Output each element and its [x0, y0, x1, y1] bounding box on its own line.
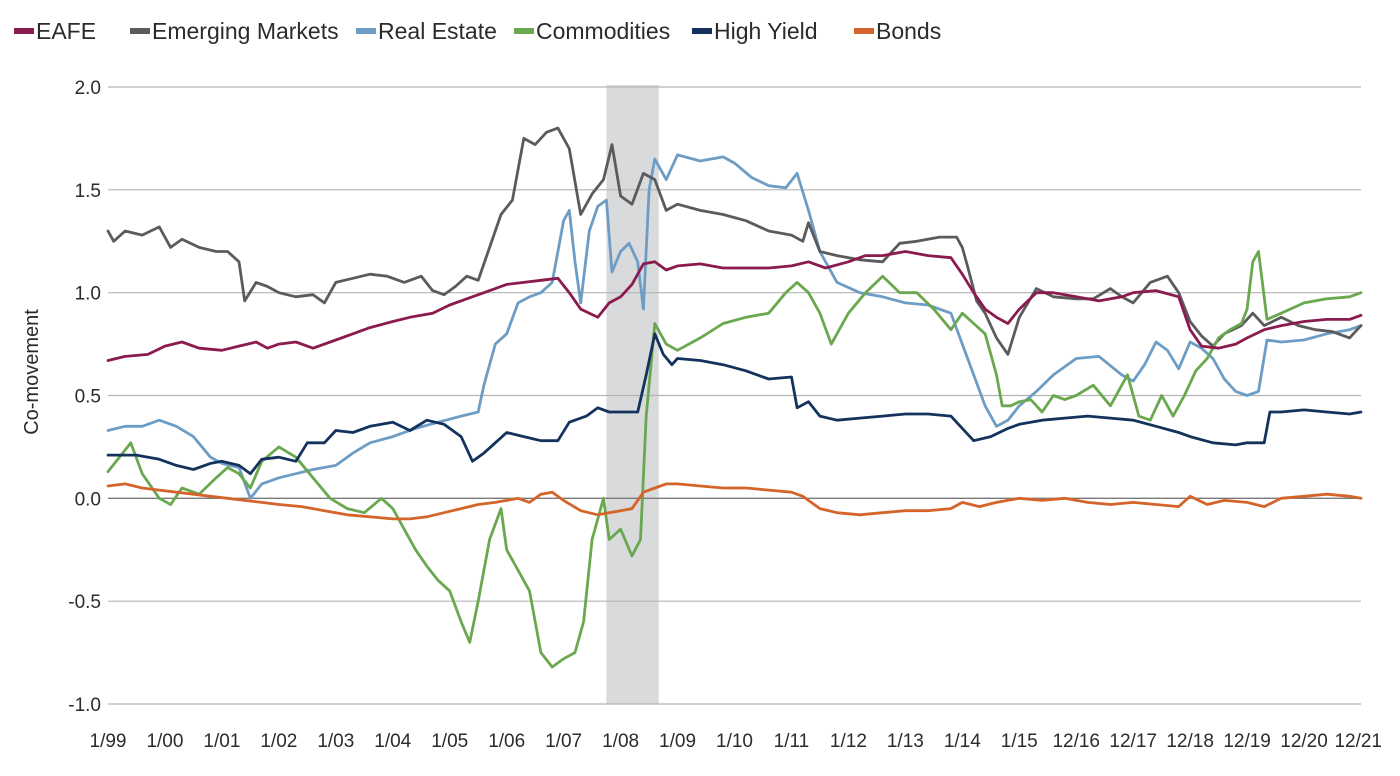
series-line-bonds	[106, 482, 1363, 521]
legend-swatch	[692, 28, 712, 34]
series-line-emerging-markets	[106, 126, 1363, 356]
x-tick-label: 1/03	[317, 731, 354, 752]
x-tick-label: 1/14	[944, 731, 981, 752]
x-tick-label: 1/01	[203, 731, 240, 752]
y-axis: 2.0 1.5 1.0 0.5 0.0 -0.5 -1.0	[68, 78, 101, 716]
x-tick-label: 1/99	[90, 731, 127, 752]
legend-item-commodities: Commodities	[514, 18, 670, 44]
x-tick-label: 12/21	[1334, 731, 1382, 752]
legend-swatch	[514, 28, 534, 34]
y-tick-label: -0.5	[68, 592, 101, 613]
legend-swatch	[356, 28, 376, 34]
legend-item-real-estate: Real Estate	[356, 18, 497, 44]
legend-swatch	[14, 28, 34, 34]
x-tick-label: 12/19	[1223, 731, 1271, 752]
legend-item-high-yield: High Yield	[692, 18, 818, 44]
x-tick-label: 1/09	[659, 731, 696, 752]
x-tick-label: 1/02	[260, 731, 297, 752]
series-line-eafe	[106, 250, 1363, 362]
x-tick-label: 12/16	[1052, 731, 1100, 752]
y-axis-title: Co-movement	[21, 309, 43, 435]
y-tick-label: -1.0	[68, 695, 101, 716]
x-tick-label: 1/15	[1001, 731, 1038, 752]
x-tick-label: 1/13	[887, 731, 924, 752]
series-line-commodities	[106, 250, 1363, 669]
gridlines	[108, 86, 1361, 705]
y-tick-label: 1.0	[75, 284, 101, 305]
legend-item-emerging-markets: Emerging Markets	[130, 18, 339, 44]
y-tick-label: 1.5	[75, 181, 101, 202]
legend-item-bonds: Bonds	[854, 18, 941, 44]
x-tick-label: 1/06	[488, 731, 525, 752]
x-tick-label: 1/04	[374, 731, 411, 752]
x-tick-label: 1/10	[716, 731, 753, 752]
x-tick-label: 12/20	[1280, 731, 1328, 752]
x-tick-label: 1/08	[602, 731, 639, 752]
x-tick-label: 1/05	[431, 731, 468, 752]
legend-swatch	[854, 28, 874, 34]
y-tick-label: 0.0	[75, 489, 101, 510]
legend-item-eafe: EAFE	[14, 18, 96, 44]
series-line-real-estate	[106, 153, 1363, 500]
y-tick-label: 0.5	[75, 387, 101, 408]
x-tick-label: 12/18	[1166, 731, 1214, 752]
x-tick-label: 1/11	[774, 731, 810, 752]
x-tick-label: 1/00	[146, 731, 183, 752]
series-line-high-yield	[106, 332, 1363, 476]
x-axis: 1/99 1/00 1/01 1/02 1/03 1/04 1/05 1/06 1/07 1/08…	[90, 731, 1382, 752]
x-tick-label: 1/07	[545, 731, 582, 752]
x-tick-label: 1/12	[830, 731, 867, 752]
legend-label: Real Estate	[378, 18, 497, 44]
legend-label: Emerging Markets	[152, 18, 339, 44]
legend-swatch	[130, 28, 150, 34]
y-tick-label: 2.0	[75, 78, 101, 99]
series-lines	[106, 126, 1363, 669]
legend-label: Bonds	[876, 18, 941, 44]
legend: EAFE Emerging Markets Real Estate Commoditi…	[14, 18, 941, 44]
legend-label: Commodities	[536, 18, 670, 44]
x-tick-label: 12/17	[1109, 731, 1157, 752]
legend-label: High Yield	[714, 18, 818, 44]
legend-label: EAFE	[36, 18, 96, 44]
